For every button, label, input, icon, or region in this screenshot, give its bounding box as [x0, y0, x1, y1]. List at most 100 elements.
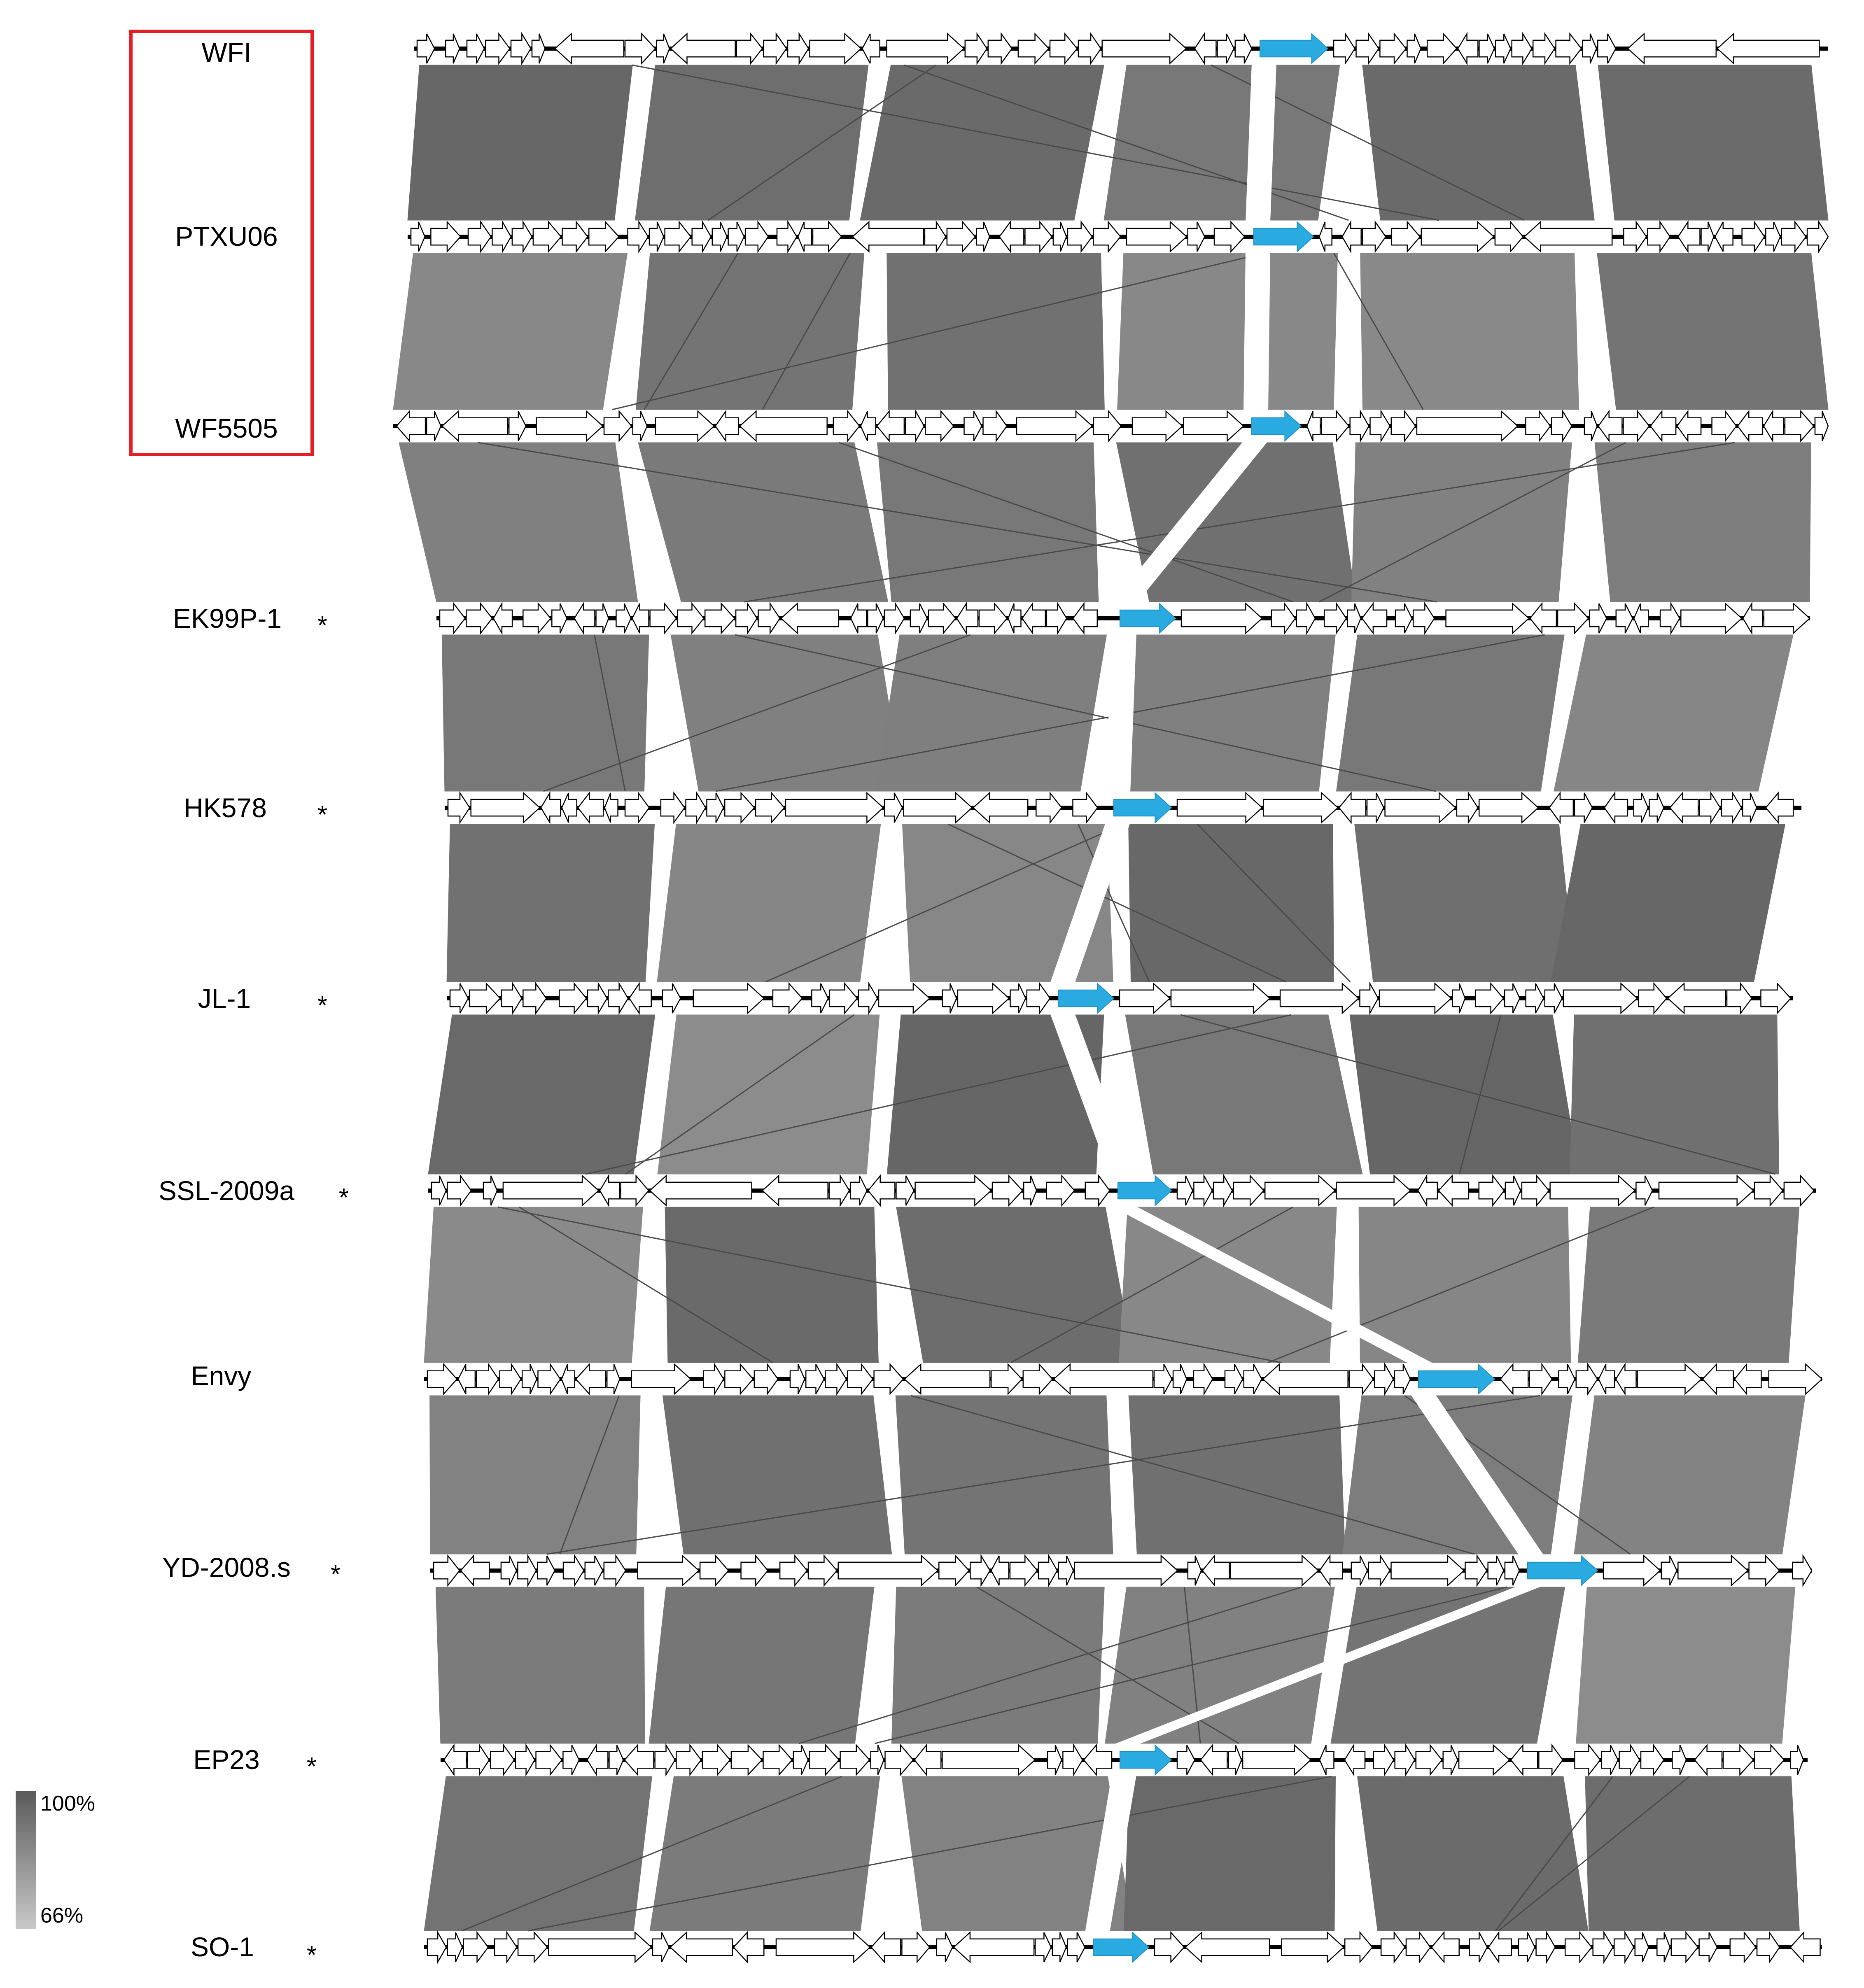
gene-arrow	[1323, 601, 1347, 635]
gene-arrow	[924, 220, 947, 254]
gene-arrow	[1442, 1745, 1458, 1775]
gene-arrow	[693, 982, 765, 1014]
gene-arrow	[1407, 33, 1421, 64]
gene-arrow	[807, 1554, 838, 1587]
gene-arrow	[1702, 1363, 1734, 1396]
similarity-block	[1128, 1395, 1346, 1555]
similarity-block	[887, 1014, 1104, 1175]
gene-arrow	[603, 410, 632, 443]
gene-arrow	[669, 1931, 733, 1963]
gene-arrow	[1078, 32, 1102, 65]
gene-arrow	[554, 33, 625, 65]
gene-arrow	[1306, 411, 1321, 441]
genome-track	[414, 32, 1828, 65]
gene-arrow	[523, 602, 551, 635]
gene-arrow	[559, 982, 587, 1015]
gene-arrow	[467, 1743, 490, 1777]
genome-track	[447, 981, 1793, 1015]
similarity-block	[1125, 1014, 1363, 1175]
gene-arrow	[706, 792, 724, 823]
gene-arrow	[910, 603, 928, 634]
gene-arrow	[735, 601, 758, 635]
gene-arrow	[956, 601, 979, 635]
similarity-link	[632, 64, 1439, 221]
gene-arrow	[1456, 791, 1479, 825]
gene-arrow	[1640, 1743, 1665, 1776]
gene-arrow	[728, 221, 745, 252]
similarity-link	[910, 1395, 1475, 1555]
gene-arrow	[1670, 1931, 1699, 1964]
gene-arrow	[427, 1930, 447, 1964]
gene-arrow	[1131, 410, 1183, 442]
similarity-block	[896, 1207, 1134, 1363]
gene-arrow	[1022, 1363, 1053, 1396]
gene-arrow	[476, 1362, 499, 1396]
gene-arrow	[655, 410, 715, 442]
gene-arrow	[1677, 220, 1701, 254]
gene-arrow	[577, 791, 604, 824]
gene-arrow	[809, 1743, 840, 1776]
gene-arrow	[492, 220, 512, 254]
gene-arrow	[1279, 982, 1360, 1014]
gene-arrow	[1619, 1743, 1640, 1777]
gene-arrow	[1649, 410, 1677, 443]
gene-arrow	[1765, 791, 1794, 824]
gene-arrow	[1669, 791, 1699, 824]
gene-arrow	[936, 1932, 953, 1962]
gene-arrow	[1760, 982, 1792, 1015]
gene-arrow	[811, 983, 829, 1014]
gene-arrow	[1529, 602, 1557, 635]
gene-arrow	[787, 32, 809, 65]
similarity-block	[657, 1014, 880, 1175]
gene-arrow	[540, 791, 561, 825]
gene-arrow	[562, 220, 588, 253]
similarity-block	[895, 1395, 1113, 1555]
gene-arrow	[1361, 602, 1388, 635]
gene-arrow	[416, 33, 435, 64]
gene-arrow	[744, 220, 769, 253]
gene-arrow	[449, 983, 469, 1014]
gene-arrow	[1390, 410, 1416, 443]
gene-arrow	[1658, 1175, 1754, 1207]
gene-arrow	[1574, 1743, 1601, 1776]
gene-arrow	[1373, 1743, 1395, 1777]
gene-arrow	[998, 220, 1024, 253]
similarity-block	[1119, 1207, 1337, 1363]
gene-arrow	[1623, 410, 1650, 443]
star-marker: *	[307, 1753, 317, 1781]
gene-arrow	[1170, 982, 1271, 1014]
genome-track	[445, 791, 1801, 825]
gene-arrow	[1176, 1745, 1195, 1775]
gene-arrow	[928, 602, 956, 635]
gene-arrow	[1510, 1743, 1538, 1776]
similarity-block	[1362, 65, 1595, 221]
gene-arrow	[1575, 1362, 1598, 1396]
gene-arrow	[1180, 602, 1263, 634]
gene-arrow	[884, 1743, 914, 1776]
gene-arrow	[1021, 602, 1046, 635]
gene-arrow	[785, 792, 884, 824]
gene-arrow	[1374, 1362, 1394, 1396]
gene-arrow	[905, 409, 925, 443]
gene-arrow	[1680, 602, 1743, 634]
similarity-block	[1114, 634, 1336, 792]
gene-arrow	[1494, 220, 1524, 253]
similarity-block	[875, 634, 1107, 792]
gene-arrow	[662, 983, 681, 1014]
gene-arrow	[627, 220, 649, 254]
highlight-gene-arrow	[1117, 1175, 1172, 1207]
gene-arrow	[1242, 1744, 1312, 1776]
gene-arrow	[946, 220, 976, 253]
similarity-block	[1349, 1014, 1579, 1175]
gene-arrow	[1243, 1364, 1262, 1394]
gene-arrow	[1187, 1555, 1202, 1586]
gene-arrow	[551, 603, 568, 634]
gene-arrow	[953, 1931, 1035, 1963]
similarity-link	[478, 442, 1437, 603]
gene-arrow	[903, 1363, 991, 1395]
gene-arrow	[631, 1363, 692, 1395]
gene-arrow	[664, 220, 692, 253]
gene-arrow	[780, 602, 840, 634]
gene-arrow	[676, 1743, 702, 1776]
gene-arrow	[978, 602, 1008, 635]
